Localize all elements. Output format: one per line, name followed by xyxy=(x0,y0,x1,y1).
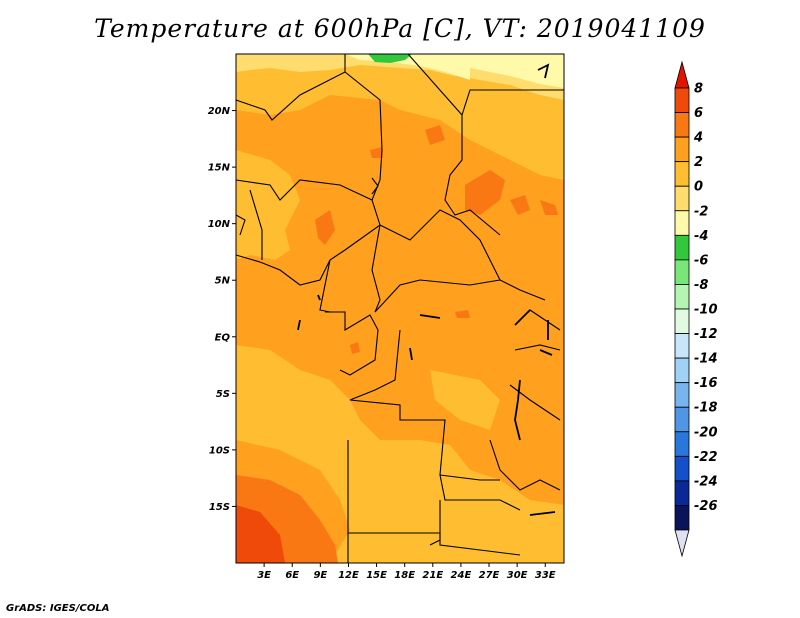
colorbar-label: -22 xyxy=(694,450,718,465)
colorbar-label: -14 xyxy=(694,352,718,367)
colorbar-label: -26 xyxy=(694,499,718,514)
lon-tick-label: 18E xyxy=(394,570,415,581)
colorbar-segment xyxy=(674,284,690,310)
lon-tick-label: 15E xyxy=(366,570,387,581)
lon-tick-label: 12E xyxy=(338,570,359,581)
colorbar-segment xyxy=(674,210,690,236)
colorbar-segment xyxy=(674,136,690,163)
map-title: Temperature at 600hPa [C], VT: 201904110… xyxy=(94,14,706,43)
contour-m6tom4 xyxy=(368,54,412,63)
lon-tick-label: 33E xyxy=(535,570,556,581)
colorbar-label: -12 xyxy=(694,327,718,342)
colorbar-label: -16 xyxy=(694,376,718,391)
colorbar-segment xyxy=(674,480,690,506)
colorbar-label: 2 xyxy=(694,155,703,170)
colorbar-label: -10 xyxy=(694,303,718,318)
colorbar-segment xyxy=(674,234,690,261)
colorbar-segment xyxy=(674,357,690,384)
temperature-field xyxy=(236,54,564,563)
colorbar-segment xyxy=(674,161,690,187)
colorbar-label: -2 xyxy=(694,204,708,219)
colorbar-label: -20 xyxy=(694,425,718,440)
contour-0to2-westcoast xyxy=(236,150,300,260)
lat-tick-label: 20N xyxy=(208,106,231,117)
lat-tick-label: 15S xyxy=(209,502,230,513)
map-frame xyxy=(235,53,565,564)
lat-tick-label: 15N xyxy=(208,163,231,174)
lon-tick-label: 21E xyxy=(422,570,443,581)
colorbar-segment xyxy=(674,259,690,285)
colorbar-label: -4 xyxy=(694,229,708,244)
lon-tick-label: 6E xyxy=(285,570,299,581)
colorbar-segment xyxy=(674,308,690,334)
longitude-axis: 3E 6E 9E 12E 15E 18E 21E 24E 27E 30E 33E xyxy=(257,563,556,581)
country-borders xyxy=(235,53,564,563)
lakes-coast xyxy=(297,63,556,516)
colorbar-top-arrow xyxy=(674,60,690,89)
lat-tick-label: 5N xyxy=(215,276,231,287)
colorbar-segment xyxy=(674,431,690,457)
colorbar-label: 6 xyxy=(694,106,703,121)
colorbar-segment xyxy=(674,185,690,212)
lon-tick-label: 9E xyxy=(313,570,327,581)
colorbar-bottom-arrow xyxy=(674,529,690,558)
colorbar-segment xyxy=(674,505,690,531)
lon-tick-label: 27E xyxy=(479,570,500,581)
colorbar-segment xyxy=(674,87,690,113)
colorbar-label: -18 xyxy=(694,401,718,416)
colorbar-label: 0 xyxy=(694,180,703,195)
lat-tick-label: 10N xyxy=(208,219,231,230)
colorbar-label: -6 xyxy=(694,253,708,268)
lon-tick-label: 3E xyxy=(257,570,271,581)
colorbar: 8 6 4 2 0 -2 -4 -6 -8 -10 -12 -14 -16 -18 -20 -22 -24 -26 xyxy=(674,60,718,558)
colorbar-label: -8 xyxy=(694,278,708,293)
colorbar-segment xyxy=(674,406,690,433)
lon-tick-label: 24E xyxy=(451,570,472,581)
colorbar-segment xyxy=(674,112,690,138)
colorbar-segment xyxy=(674,333,690,359)
colorbar-label: -24 xyxy=(694,474,718,489)
colorbar-label: 4 xyxy=(693,131,703,146)
lon-tick-label: 30E xyxy=(507,570,528,581)
lat-tick-label: EQ xyxy=(215,332,231,343)
lat-tick-label: 10S xyxy=(209,445,230,456)
latitude-axis: 20N 15N 10N 5N EQ 5S 10S 15S xyxy=(208,106,236,513)
colorbar-label: 8 xyxy=(694,82,703,97)
colorbar-segment xyxy=(674,382,690,408)
colorbar-segment xyxy=(674,455,690,482)
credit-label: GrADS: IGES/COLA xyxy=(6,603,110,614)
lat-tick-label: 5S xyxy=(216,389,230,400)
